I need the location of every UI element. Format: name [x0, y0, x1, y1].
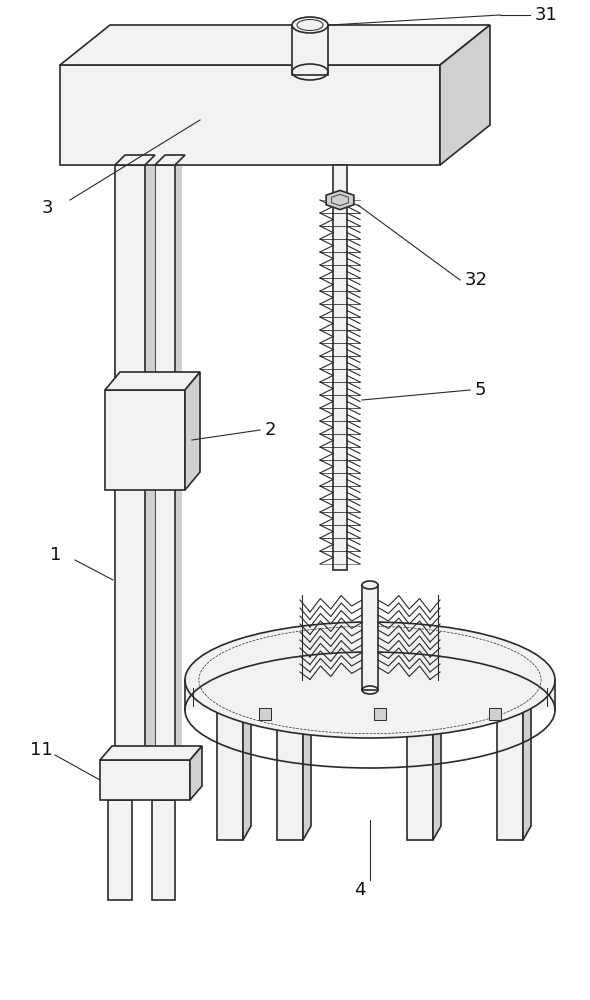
- Polygon shape: [326, 190, 354, 210]
- Polygon shape: [175, 165, 182, 760]
- Polygon shape: [523, 696, 531, 840]
- Polygon shape: [259, 708, 271, 720]
- Polygon shape: [115, 155, 155, 165]
- Polygon shape: [374, 708, 386, 720]
- Ellipse shape: [292, 17, 328, 33]
- Text: 5: 5: [475, 381, 487, 399]
- Ellipse shape: [185, 622, 555, 738]
- Polygon shape: [362, 585, 378, 690]
- Polygon shape: [108, 800, 132, 900]
- Polygon shape: [332, 194, 348, 206]
- Polygon shape: [433, 696, 441, 840]
- Polygon shape: [105, 372, 200, 390]
- Polygon shape: [440, 25, 490, 165]
- Polygon shape: [292, 25, 328, 75]
- Polygon shape: [489, 708, 501, 720]
- Polygon shape: [155, 165, 175, 760]
- Text: 31: 31: [535, 6, 558, 24]
- Text: 2: 2: [265, 421, 277, 439]
- Text: 3: 3: [42, 199, 54, 217]
- Polygon shape: [152, 800, 175, 900]
- Polygon shape: [277, 696, 311, 710]
- Text: 1: 1: [50, 546, 61, 564]
- Text: 4: 4: [354, 881, 366, 899]
- Polygon shape: [243, 696, 251, 840]
- Polygon shape: [115, 165, 145, 760]
- Polygon shape: [407, 696, 441, 710]
- Polygon shape: [152, 786, 183, 800]
- Polygon shape: [217, 710, 243, 840]
- Polygon shape: [190, 746, 202, 800]
- Polygon shape: [407, 710, 433, 840]
- Polygon shape: [277, 710, 303, 840]
- Ellipse shape: [362, 581, 378, 589]
- Polygon shape: [185, 680, 555, 710]
- Polygon shape: [105, 390, 185, 490]
- Polygon shape: [100, 746, 202, 760]
- Polygon shape: [108, 786, 140, 800]
- Polygon shape: [185, 372, 200, 490]
- Polygon shape: [303, 696, 311, 840]
- Text: 11: 11: [30, 741, 53, 759]
- Polygon shape: [145, 165, 155, 760]
- Polygon shape: [333, 165, 347, 570]
- Polygon shape: [497, 696, 531, 710]
- Polygon shape: [497, 710, 523, 840]
- Polygon shape: [155, 155, 185, 165]
- Polygon shape: [60, 65, 440, 165]
- Polygon shape: [100, 760, 190, 800]
- Polygon shape: [217, 696, 251, 710]
- Polygon shape: [60, 25, 490, 65]
- Text: 32: 32: [465, 271, 488, 289]
